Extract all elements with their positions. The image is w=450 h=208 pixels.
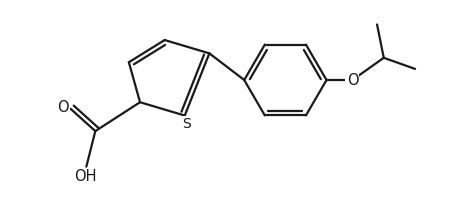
Text: OH: OH bbox=[74, 169, 97, 184]
Text: O: O bbox=[57, 100, 68, 115]
Text: O: O bbox=[346, 73, 358, 88]
Text: S: S bbox=[183, 118, 191, 131]
